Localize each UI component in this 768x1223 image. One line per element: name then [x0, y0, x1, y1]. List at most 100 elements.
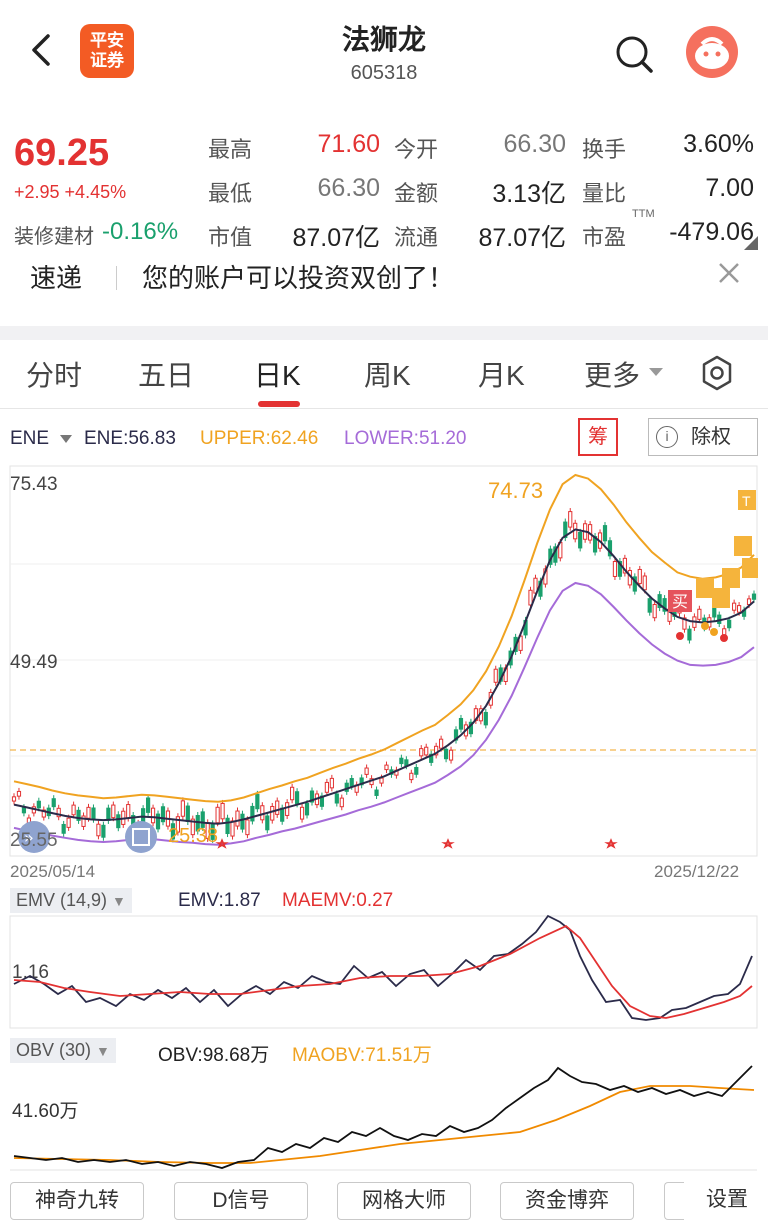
magic-nine-button[interactable]: 神奇九转	[10, 1182, 144, 1220]
candle	[260, 805, 265, 821]
min-price-label: 25.38	[168, 825, 218, 847]
candle	[91, 807, 96, 820]
candle	[424, 746, 429, 756]
candle	[339, 797, 344, 808]
turnover-label: 换手	[582, 137, 627, 162]
candle	[51, 798, 56, 808]
candle	[697, 608, 702, 620]
ex-rights-button[interactable]: 除权	[648, 418, 758, 456]
d-signal-button[interactable]: D信号	[174, 1182, 308, 1220]
stock-code: 605318	[350, 62, 418, 84]
indicator-caret-icon[interactable]	[60, 434, 72, 444]
candle	[528, 589, 533, 606]
emv-selector[interactable]: EMV (14,9) ▼	[10, 888, 132, 913]
t-marker[interactable]	[742, 558, 758, 578]
candle	[414, 766, 419, 775]
candle	[439, 738, 444, 749]
fullscreen-icon[interactable]	[125, 821, 157, 853]
ene-line	[13, 528, 755, 825]
tab-more[interactable]: 更多	[584, 360, 641, 391]
star-marker-icon	[215, 838, 229, 849]
chips-button[interactable]: 筹	[578, 418, 618, 456]
candle	[448, 749, 454, 761]
assistant-avatar-icon[interactable]	[686, 26, 738, 78]
candle	[81, 815, 86, 827]
candle	[61, 823, 66, 834]
tab-weekly-k[interactable]: 周K	[364, 360, 411, 391]
expand-left-icon[interactable]	[18, 821, 50, 853]
candle	[324, 781, 329, 793]
grid-master-button[interactable]: 网格大师	[337, 1182, 471, 1220]
date-start: 2025/05/14	[10, 862, 96, 881]
indicator-selector[interactable]: ENE	[10, 428, 50, 449]
tab-monthly-k[interactable]: 月K	[478, 360, 525, 391]
candle	[434, 745, 439, 756]
price-change: +2.95 +4.45%	[14, 182, 127, 202]
gear-icon[interactable]	[698, 354, 736, 392]
candle	[384, 764, 389, 771]
emv-chart[interactable]	[0, 914, 768, 1032]
expand-corner-icon[interactable]	[744, 236, 758, 250]
t-marker[interactable]	[696, 578, 714, 598]
close-icon[interactable]	[716, 260, 742, 286]
candle	[637, 568, 642, 584]
candle	[255, 793, 260, 810]
t-marker[interactable]	[734, 536, 752, 556]
sector-name[interactable]: 装修建材	[14, 226, 94, 248]
tab-five-day[interactable]: 五日	[138, 360, 195, 391]
candle	[275, 800, 280, 815]
t-marker[interactable]	[712, 588, 730, 608]
expand-left-glyph: »	[24, 828, 34, 847]
news-tag: 速递	[30, 263, 83, 293]
obv-chart[interactable]	[0, 1062, 768, 1172]
candle	[220, 802, 225, 820]
candle	[285, 802, 290, 816]
active-tab-indicator	[258, 401, 300, 407]
star-marker-icon	[604, 838, 618, 849]
info-icon: i	[656, 426, 678, 448]
section-gap	[0, 326, 768, 340]
market-cap-value: 87.07亿	[292, 224, 380, 252]
float-cap-value: 87.07亿	[478, 224, 566, 252]
obv-selector[interactable]: OBV (30) ▼	[10, 1038, 116, 1063]
buy-marker-label: 买	[672, 593, 688, 611]
candle	[250, 805, 255, 822]
candle	[96, 823, 101, 837]
candle	[419, 748, 424, 757]
candle	[16, 790, 22, 797]
candle	[76, 809, 81, 821]
obv-y-label: 41.60万	[12, 1101, 79, 1122]
capital-game-button[interactable]: 资金博弈	[500, 1182, 634, 1220]
news-text[interactable]: 您的账户可以投资双创了！	[142, 263, 455, 293]
candle	[563, 521, 568, 539]
candle	[86, 806, 91, 819]
stock-name: 法狮龙	[341, 24, 426, 55]
candle	[612, 561, 618, 577]
tab-intraday[interactable]: 分时	[26, 360, 83, 391]
open-value: 66.30	[503, 130, 566, 158]
candle	[374, 789, 379, 796]
market-cap-label: 市值	[208, 225, 253, 250]
buy-marker[interactable]	[668, 590, 692, 612]
toolbar-settings-button[interactable]: 设置	[696, 1182, 758, 1220]
logo-line-1: 平安	[90, 31, 124, 50]
t-marker[interactable]	[722, 568, 740, 588]
candle	[443, 748, 449, 760]
candle	[235, 810, 240, 827]
candle	[155, 813, 161, 830]
tab-daily-k[interactable]: 日K	[254, 360, 301, 391]
fullscreen-glyph	[132, 828, 150, 846]
search-icon[interactable]	[612, 32, 656, 76]
back-arrow-icon[interactable]	[22, 30, 62, 70]
toolbar-scroll-hint	[664, 1182, 684, 1220]
caret-down-icon[interactable]	[648, 366, 664, 378]
sector-change: -0.16%	[102, 218, 179, 245]
amount-label: 金额	[394, 181, 439, 206]
current-price: 69.25	[14, 132, 110, 174]
candle	[602, 525, 608, 542]
obv-line	[13, 1065, 753, 1169]
kline-chart[interactable]: 买 T 74.73 25.38 »	[0, 460, 768, 860]
t-marker[interactable]	[738, 490, 756, 510]
candle	[329, 777, 334, 789]
emv-frame	[9, 915, 758, 1029]
